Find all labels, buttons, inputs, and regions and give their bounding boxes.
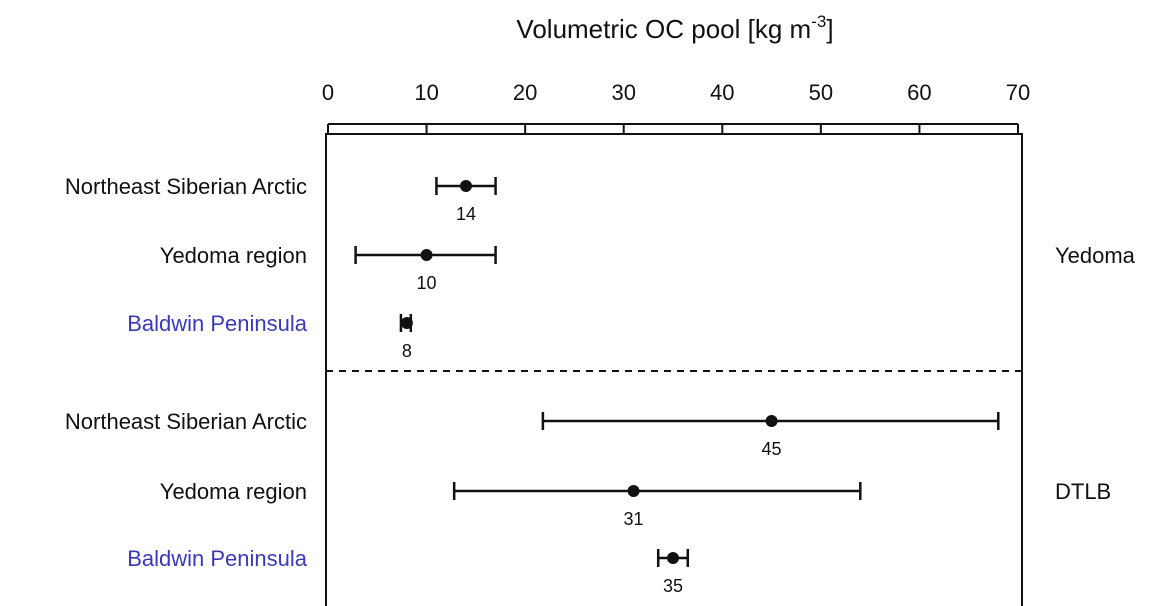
data-point	[667, 552, 679, 564]
x-tick-label: 20	[513, 80, 537, 105]
value-label: 45	[762, 439, 782, 459]
chart-title-main: Volumetric OC pool [kg m	[516, 14, 811, 44]
x-axis: 0 10 20 30 40 50 60 70	[322, 80, 1030, 134]
chart-title-superscript: -3	[811, 12, 826, 31]
row-label: Yedoma region	[160, 243, 307, 268]
x-tick-label: 60	[907, 80, 931, 105]
x-tick-label: 70	[1006, 80, 1030, 105]
row-label: Northeast Siberian Arctic	[65, 174, 307, 199]
x-tick-label: 40	[710, 80, 734, 105]
row-label: Baldwin Peninsula	[127, 546, 308, 571]
chart-title-suffix: ]	[826, 14, 833, 44]
value-label: 14	[456, 204, 476, 224]
data-point	[765, 415, 778, 427]
data-point	[420, 249, 433, 261]
chart-title: Volumetric OC pool [kg m-3]	[516, 12, 833, 44]
data-point	[627, 485, 640, 497]
x-tick-label: 30	[611, 80, 635, 105]
data-point	[400, 317, 413, 329]
chart-marks: Northeast Siberian Arctic 14 Yedoma region…	[65, 174, 1136, 596]
value-label: 35	[663, 576, 683, 596]
x-tick-label: 50	[809, 80, 833, 105]
row-label: Yedoma region	[160, 479, 307, 504]
row-label: Baldwin Peninsula	[127, 311, 308, 336]
data-point	[460, 180, 472, 192]
value-label: 8	[402, 341, 412, 361]
row-label: Northeast Siberian Arctic	[65, 409, 307, 434]
value-label: 31	[624, 509, 644, 529]
x-tick-label: 10	[414, 80, 438, 105]
group-label: DTLB	[1055, 479, 1111, 504]
x-tick-label: 0	[322, 80, 334, 105]
plot-frame	[325, 133, 1023, 606]
value-label: 10	[417, 273, 437, 293]
group-label: Yedoma	[1055, 243, 1136, 268]
